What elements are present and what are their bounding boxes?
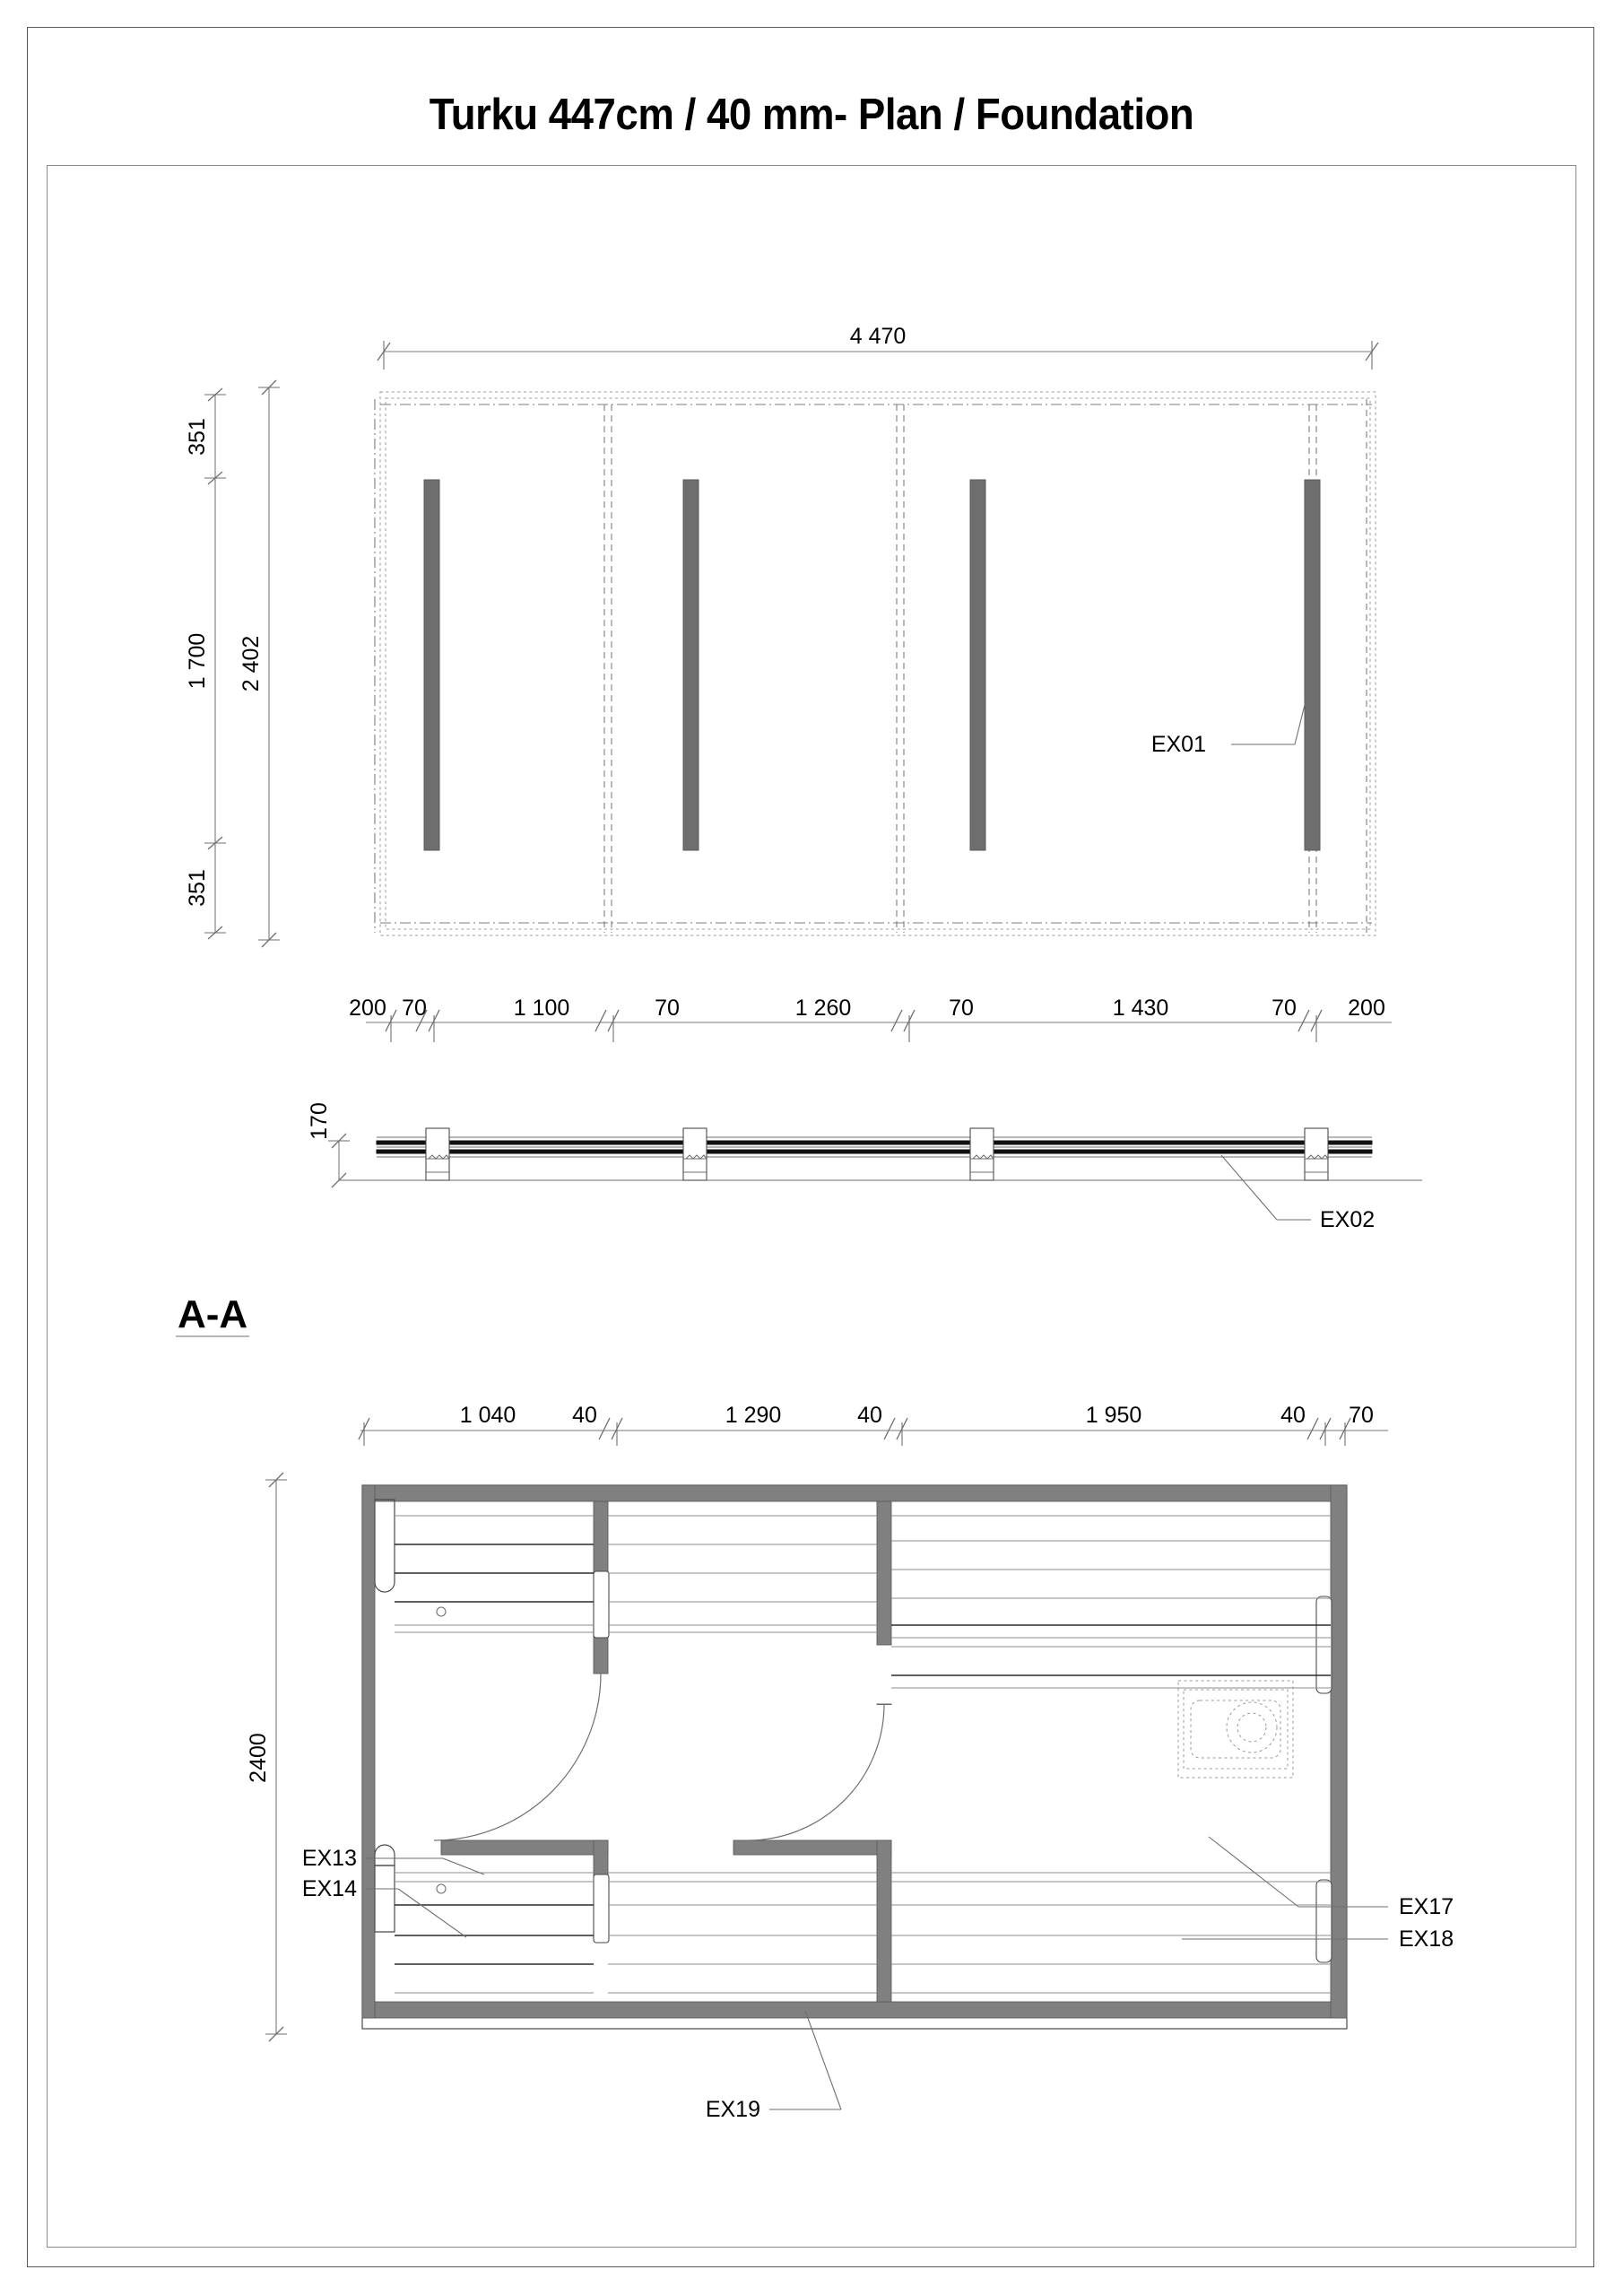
dim-label-200-right: 200 [1348, 996, 1385, 1021]
dim-label-1260: 1 260 [795, 996, 852, 1021]
door-swing-left [433, 1673, 602, 1841]
dim-label-40-c: 40 [1280, 1403, 1306, 1428]
wall-bottom [361, 2001, 1348, 2019]
partition-upper-left [593, 1500, 609, 1576]
callout-label-ex17: EX17 [1399, 1894, 1454, 1919]
foundation-section-group: 170 [307, 1102, 1422, 1232]
section-title-group: A-A [176, 1292, 249, 1337]
dim-label-4470: 4 470 [850, 324, 907, 349]
door-jamb [1315, 1879, 1332, 1963]
partition-upper-mid [876, 1500, 892, 1646]
dim-label-70-a: 70 [402, 996, 427, 1021]
callout-ex17: EX17 [1208, 1836, 1454, 1919]
dim-floor-height-2400: 2400 [246, 1472, 287, 2042]
door-swing-right [747, 1703, 885, 1841]
callout-label-ex19: EX19 [706, 2097, 760, 2122]
partition-lower-vertical-left [593, 1839, 609, 1881]
page-border [27, 27, 1594, 2267]
dim-label-1700: 1 700 [185, 633, 210, 690]
dim-label-1950: 1 950 [1086, 1403, 1142, 1428]
door-swings [433, 1673, 885, 1841]
section-posts [425, 1127, 1329, 1181]
floor-plan-walls [361, 1484, 1348, 2019]
dim-label-70-c: 70 [949, 996, 974, 1021]
boards-bottom-left [395, 1872, 594, 1994]
interior-partitions [440, 1500, 892, 2003]
door-jamb [593, 1570, 610, 1639]
dim-overall-width: 4 470 [377, 324, 1379, 370]
foundation-plan-group: 4 470 351 1 700 351 [185, 324, 1392, 1042]
dim-label-1430: 1 430 [1113, 996, 1169, 1021]
partition-lower-left [593, 1633, 609, 1674]
left-leaf-caps [374, 1499, 395, 1933]
callout-ex01: EX01 [1151, 697, 1307, 757]
dim-label-351-bottom: 351 [185, 869, 210, 907]
dim-label-200-left: 200 [349, 996, 386, 1021]
dim-label-1040: 1 040 [460, 1403, 516, 1428]
foundation-beam [1304, 479, 1321, 851]
wall-interior-horizontal-left [440, 1839, 609, 1856]
foundation-outline [374, 391, 1376, 936]
door-jambs [593, 1570, 1332, 1963]
wall-interior-horizontal-right [733, 1839, 892, 1856]
foundation-beam [682, 479, 699, 851]
section-post [682, 1127, 707, 1181]
boards-top-left [395, 1515, 594, 1633]
content-frame [47, 165, 1576, 2248]
callout-label-ex13: EX13 [302, 1846, 357, 1871]
dim-vertical-overall: 2 402 [239, 379, 280, 948]
callout-label-ex18: EX18 [1399, 1926, 1454, 1952]
page-title: Turku 447cm / 40 mm- Plan / Foundation [429, 91, 1194, 139]
foundation-beam [969, 479, 986, 851]
wall-right [1330, 1484, 1348, 2019]
boards-bottom-middle [608, 1872, 877, 1994]
callout-label-ex02: EX02 [1320, 1207, 1375, 1232]
stove-detail-dashed [1177, 1680, 1294, 1779]
dim-height-170: 170 [307, 1102, 350, 1188]
section-post [425, 1127, 450, 1181]
handle-knob [436, 1883, 447, 1894]
partition-lower-vertical-mid [876, 1839, 892, 2003]
floor-plan-group: 1 040 40 1 290 40 1 950 40 70 2400 [246, 1403, 1454, 2122]
dim-label-70: 70 [1349, 1403, 1374, 1428]
wall-top [361, 1484, 1348, 1502]
foundation-beams [423, 479, 1321, 851]
floor-plan-outline [361, 1484, 1348, 2030]
dim-label-2400: 2400 [246, 1733, 271, 1783]
dim-label-70-d: 70 [1271, 996, 1297, 1021]
dim-label-2402: 2 402 [239, 636, 264, 692]
dim-label-1290: 1 290 [725, 1403, 782, 1428]
wall-left [361, 1484, 376, 2019]
callout-ex19: EX19 [706, 2010, 842, 2122]
dim-vertical-chain: 351 1 700 351 [185, 387, 226, 940]
dim-floor-top-chain: 1 040 40 1 290 40 1 950 40 70 [358, 1403, 1388, 1446]
dim-label-40-b: 40 [857, 1403, 882, 1428]
callout-ex02: EX02 [1220, 1154, 1375, 1232]
dim-label-70-b: 70 [655, 996, 680, 1021]
foundation-beam [423, 479, 440, 851]
boards-top-right [891, 1515, 1331, 1689]
handle-knob [436, 1606, 447, 1617]
door-jamb [593, 1874, 610, 1944]
dim-label-170: 170 [307, 1102, 332, 1140]
callout-ex14: EX14 [302, 1876, 467, 1938]
callout-ex13: EX13 [302, 1846, 485, 1875]
callout-ex18: EX18 [1182, 1926, 1454, 1952]
section-post [1304, 1127, 1329, 1181]
section-beam-band [376, 1136, 1373, 1158]
boards-bottom-right [891, 1872, 1331, 1994]
section-post [969, 1127, 994, 1181]
dim-label-351-top: 351 [185, 418, 210, 456]
dim-label-40-a: 40 [572, 1403, 597, 1428]
section-title-aa: A-A [178, 1292, 247, 1336]
callout-label-ex14: EX14 [302, 1876, 357, 1901]
boards-top-middle [608, 1515, 877, 1633]
callout-label-ex01: EX01 [1151, 732, 1206, 757]
dim-bottom-chain: 200 70 1 100 70 1 260 70 1 430 70 200 [349, 996, 1392, 1042]
dim-label-1100: 1 100 [514, 996, 570, 1021]
door-jamb [1315, 1596, 1332, 1694]
